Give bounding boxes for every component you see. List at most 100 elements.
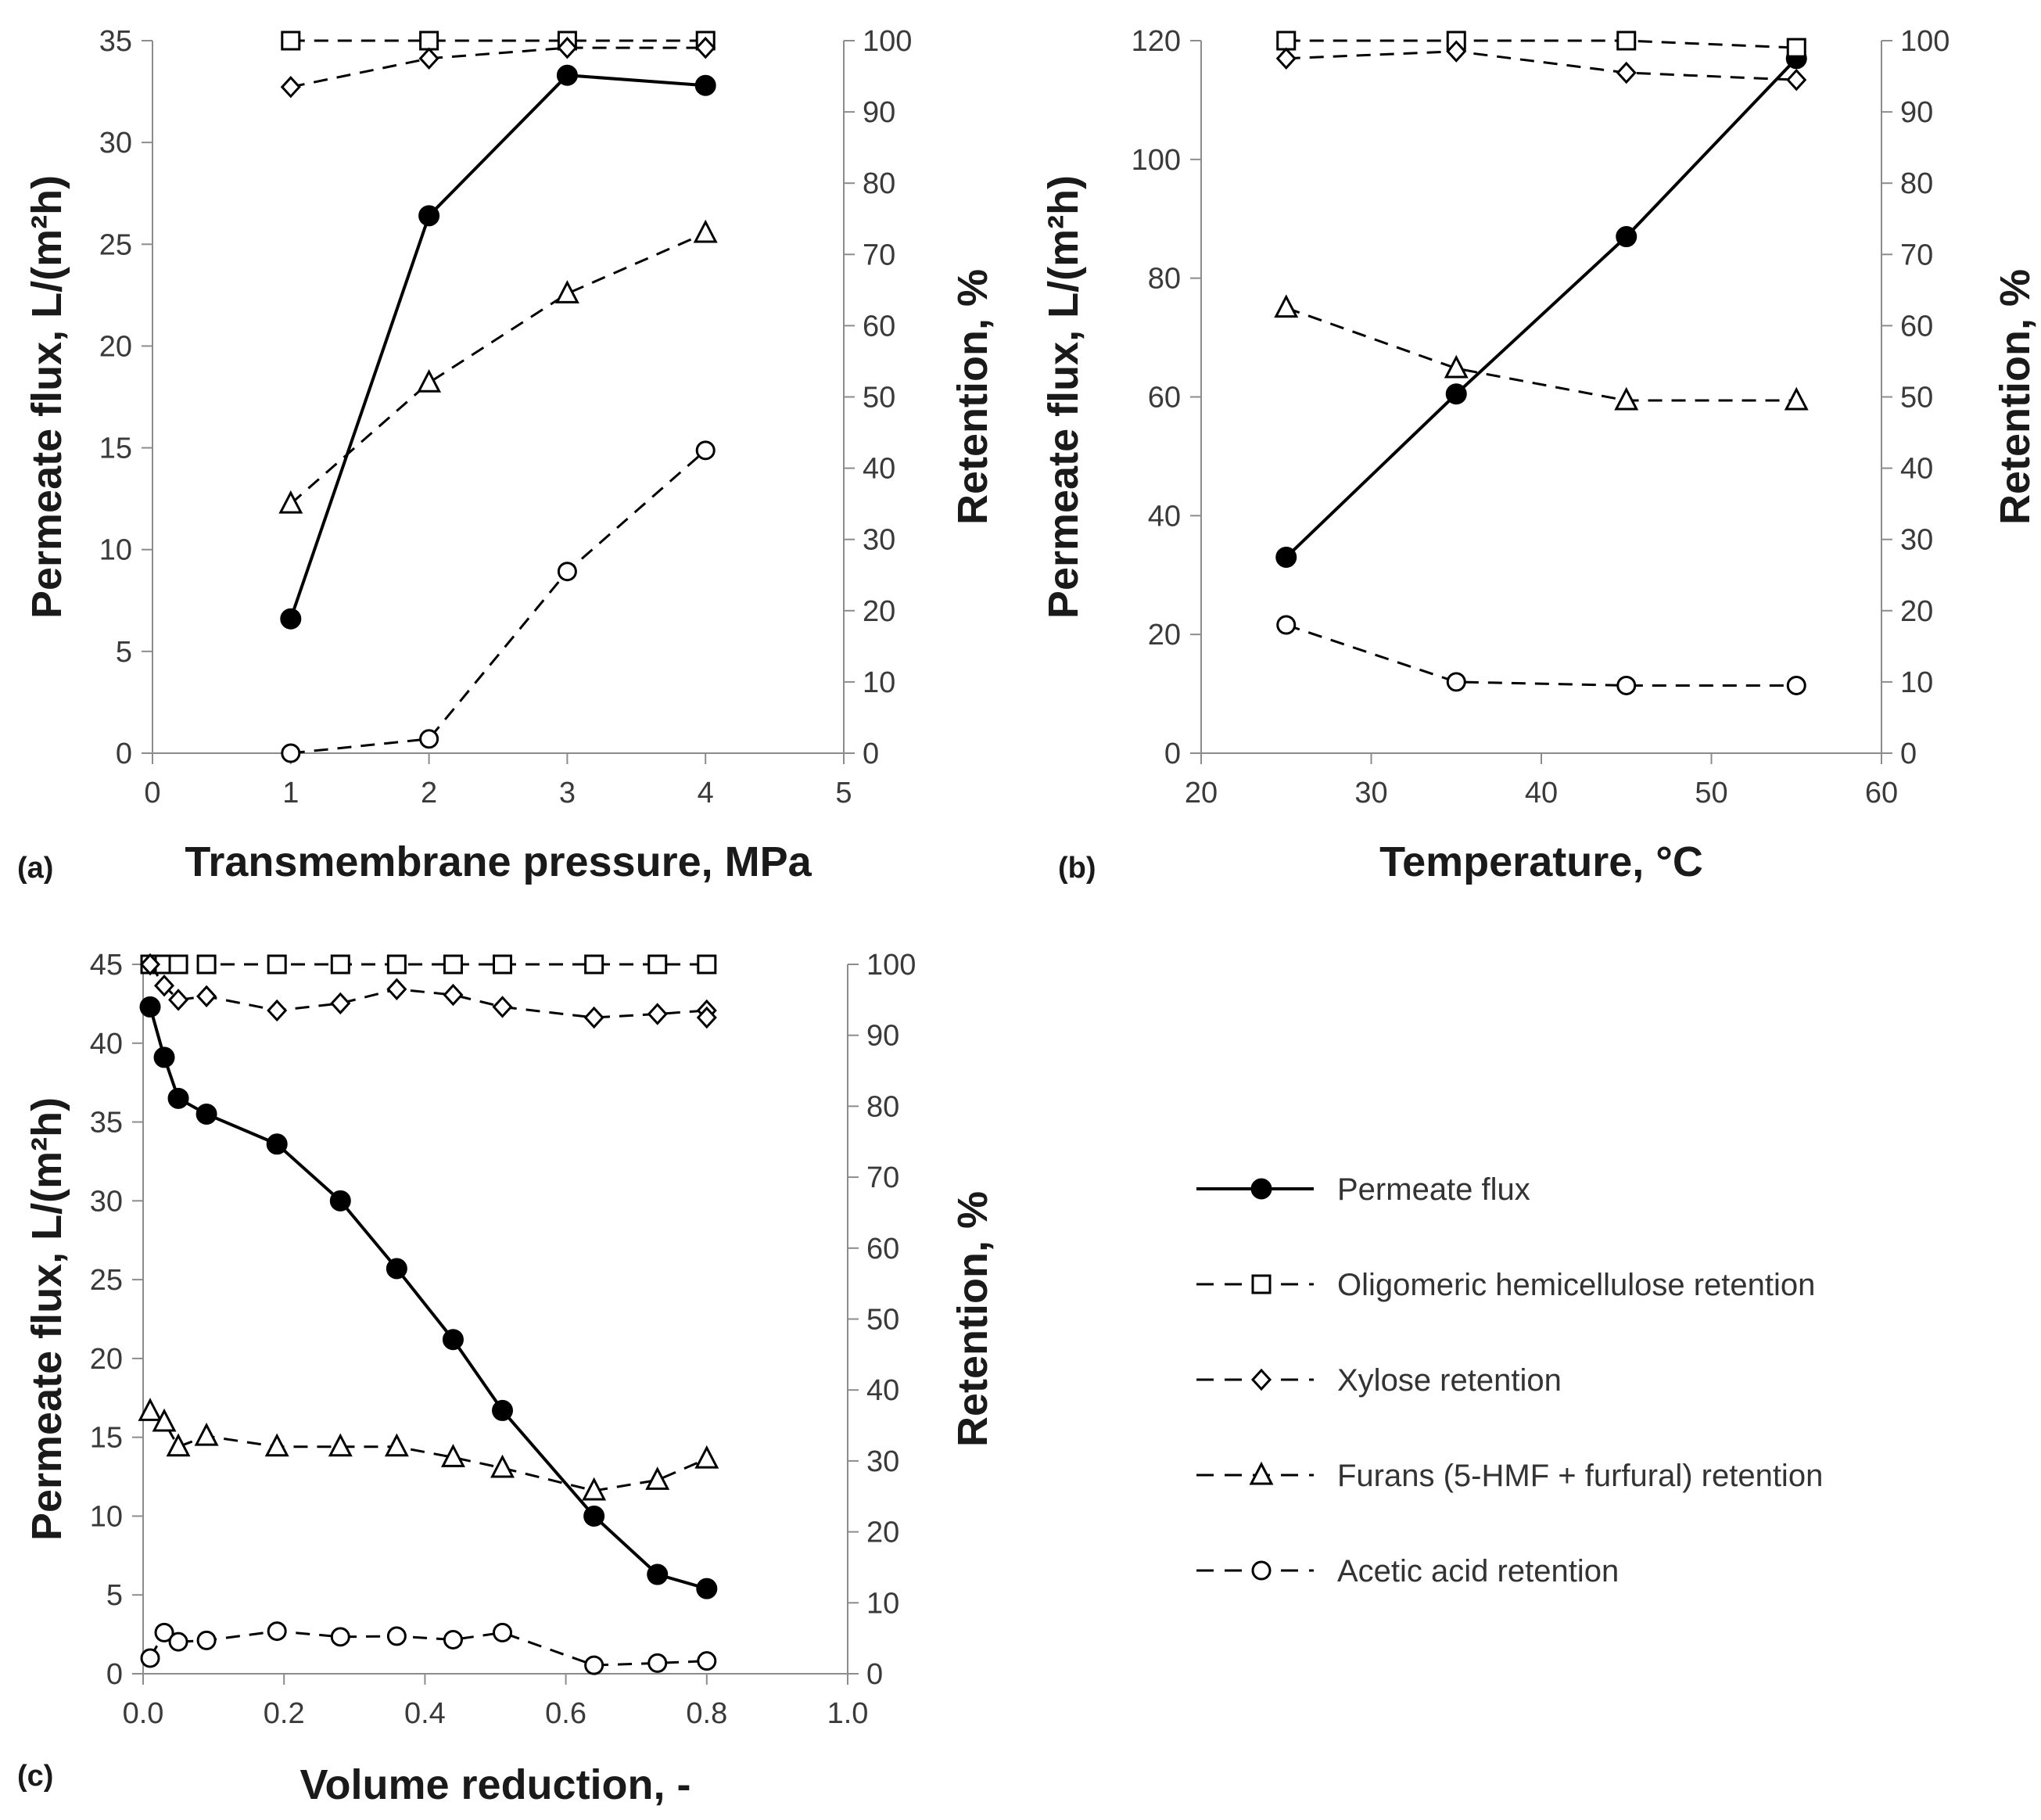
y-right-tick-label: 40 (863, 453, 895, 486)
y-left-tick-label: 40 (90, 1028, 123, 1061)
data-point (647, 1003, 668, 1025)
data-point (1616, 226, 1637, 248)
y-right-tick-label: 70 (866, 1161, 899, 1194)
y-right-tick-label: 20 (866, 1517, 899, 1549)
data-point (694, 1445, 719, 1469)
y-right-tick-label: 30 (866, 1445, 899, 1478)
data-point (695, 36, 716, 59)
series-line (290, 46, 706, 88)
x-tick-label: 40 (1525, 777, 1558, 809)
y-left-tick-label: 30 (90, 1185, 123, 1218)
data-point (280, 75, 301, 99)
data-point (330, 1627, 350, 1647)
data-point (583, 1505, 605, 1527)
data-point (1274, 294, 1299, 318)
legend-entry-acetic-acid-retention: Acetic acid retention (1196, 1554, 1619, 1588)
x-axis-title: Volume reduction, - (300, 1761, 690, 1808)
y-left-tick-label: 35 (99, 25, 132, 58)
data-point (153, 974, 175, 997)
data-point (386, 1626, 407, 1646)
panel-label: (c) (17, 1760, 53, 1793)
x-tick-label: 0.4 (404, 1697, 446, 1730)
data-point (417, 369, 442, 393)
data-point (645, 1466, 670, 1490)
data-point (554, 280, 579, 303)
series-line (149, 964, 708, 1019)
data-point (419, 729, 439, 749)
y-right-tick-label: 40 (866, 1374, 899, 1407)
x-tick-label: 0.0 (123, 1697, 164, 1730)
x-tick-label: 20 (1185, 777, 1218, 809)
data-point (330, 954, 350, 975)
data-point (194, 1422, 219, 1446)
data-point (695, 440, 716, 461)
y-right-tick-label: 20 (1900, 595, 1933, 628)
series-oligomeric-hemicellulose-retention (140, 954, 717, 975)
data-point (493, 1622, 513, 1642)
series-permeate-flux (139, 996, 718, 1599)
data-point (138, 1398, 163, 1421)
y-right-tick-label: 0 (863, 738, 879, 770)
series-acetic-acid-retention (1276, 615, 1806, 695)
data-point (647, 1563, 669, 1585)
data-point (693, 219, 718, 243)
legend-entry-xylose-retention: Xylose retention (1196, 1363, 1562, 1398)
legend-entry-furans-5-hmf-furfural-retention: Furans (5-HMF + furfural) retention (1196, 1459, 1823, 1493)
panel-label: (a) (17, 852, 53, 885)
data-point (167, 1087, 189, 1109)
series-line (149, 1006, 708, 1591)
data-point (647, 954, 668, 975)
y-left-tick-label: 15 (90, 1422, 123, 1455)
data-point (195, 1103, 217, 1125)
legend: Permeate flux Oligomeric hemicellulose re… (1196, 1172, 1823, 1588)
legend-entry-permeate-flux: Permeate flux (1196, 1172, 1530, 1207)
y-left-tick-label: 20 (1148, 619, 1181, 652)
y-left-tick-label: 45 (90, 949, 123, 982)
data-point (267, 999, 288, 1022)
x-axis-title: Transmembrane pressure, MPa (185, 838, 812, 885)
data-point (694, 74, 716, 96)
y-left-tick-label: 15 (99, 433, 132, 465)
y-left-tick-label: 5 (106, 1579, 123, 1612)
series-xylose-retention (280, 36, 716, 99)
y-left-tick-label: 40 (1148, 500, 1181, 533)
data-point (140, 1648, 160, 1668)
data-point (443, 1629, 463, 1649)
data-point (556, 64, 578, 86)
y-left-tick-label: 60 (1148, 382, 1181, 415)
x-tick-label: 4 (698, 777, 714, 809)
y-left-tick-label: 5 (116, 636, 132, 669)
y-right-tick-label: 90 (1900, 96, 1933, 129)
data-point (1444, 354, 1469, 379)
data-point (1616, 675, 1637, 695)
x-tick-label: 0.6 (545, 1697, 586, 1730)
series-acetic-acid-retention (140, 1621, 717, 1675)
y-right-tick-label: 70 (1900, 239, 1933, 271)
y-right-tick-label: 10 (1900, 666, 1933, 699)
data-point (490, 1454, 515, 1478)
y-right-tick-label: 60 (863, 310, 895, 343)
x-tick-label: 0.8 (686, 1697, 727, 1730)
panel-c-chart: 0.0 0.2 0.4 0.6 0.8 1.0 0 5 10 15 20 25 30 35 40 45 0 10 2… (17, 949, 996, 1808)
data-point (154, 1622, 174, 1642)
y-right-tick-label: 80 (1900, 167, 1933, 200)
data-point (1616, 31, 1637, 51)
series-line (290, 449, 707, 755)
data-point (1276, 615, 1297, 635)
data-point (328, 1433, 353, 1457)
y-right-tick-label: 30 (1900, 524, 1933, 557)
series-oligomeric-hemicellulose-retention (1276, 31, 1806, 58)
series-acetic-acid-retention (281, 440, 716, 763)
data-point (281, 31, 301, 51)
data-point (492, 996, 513, 1018)
y-right-tick-label: 30 (863, 524, 895, 557)
data-point (584, 1655, 604, 1675)
data-point (1445, 383, 1467, 405)
data-point (697, 1651, 717, 1671)
data-point (443, 983, 464, 1007)
data-point (153, 1046, 175, 1068)
data-point (1446, 40, 1467, 63)
y-right-axis-title: Retention, % (949, 269, 996, 525)
data-point (493, 954, 513, 975)
legend-label: Oligomeric hemicellulose retention (1337, 1268, 1815, 1302)
